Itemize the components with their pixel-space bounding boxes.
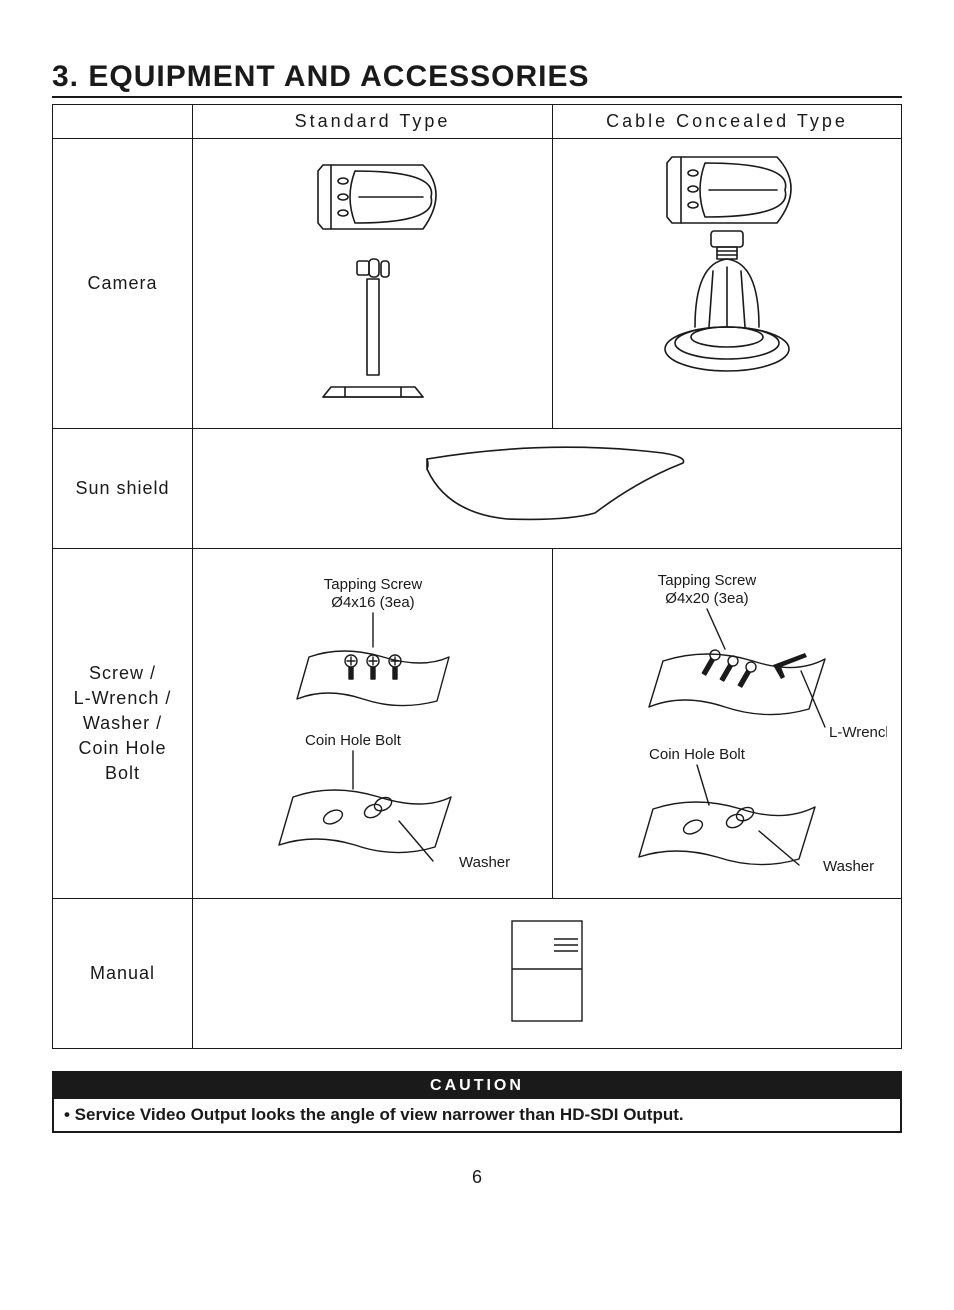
row-label-hardware-text: Screw /L-Wrench /Washer /Coin Hole Bolt — [61, 661, 184, 787]
hardware-standard-icon: Tapping Screw Ø4x16 (3ea) — [223, 561, 523, 886]
cell-manual — [193, 899, 902, 1049]
accessories-table: Standard Type Cable Concealed Type Camer… — [52, 104, 902, 1049]
page-number: 6 — [52, 1167, 902, 1188]
sunshield-icon — [387, 441, 707, 536]
tap-label-std: Tapping Screw — [323, 576, 422, 593]
header-standard: Standard Type — [193, 105, 553, 139]
cell-camera-concealed — [553, 139, 902, 429]
cell-hardware-concealed: Tapping Screw Ø4x20 (3ea) — [553, 549, 902, 899]
cell-sunshield — [193, 429, 902, 549]
row-label-manual: Manual — [53, 899, 193, 1049]
cell-hardware-standard: Tapping Screw Ø4x16 (3ea) — [193, 549, 553, 899]
coin-label-cc: Coin Hole Bolt — [649, 746, 746, 763]
table-header-row: Standard Type Cable Concealed Type — [53, 105, 902, 139]
camera-concealed-icon — [617, 151, 837, 416]
hardware-concealed-icon: Tapping Screw Ø4x20 (3ea) — [567, 561, 887, 886]
camera-standard-icon — [273, 151, 473, 416]
washer-label-std: Washer — [459, 854, 510, 871]
cell-camera-standard — [193, 139, 553, 429]
header-blank — [53, 105, 193, 139]
caution-body: • Service Video Output looks the angle o… — [54, 1099, 900, 1131]
row-label-hardware: Screw /L-Wrench /Washer /Coin Hole Bolt — [53, 549, 193, 899]
caution-title: CAUTION — [54, 1073, 900, 1099]
row-camera: Camera — [53, 139, 902, 429]
section-heading: 3. EQUIPMENT AND ACCESSORIES — [52, 60, 902, 98]
manual-icon — [492, 911, 602, 1036]
tap-spec-cc: Ø4x20 (3ea) — [665, 590, 748, 607]
washer-label-cc: Washer — [823, 858, 874, 875]
manual-page: 3. EQUIPMENT AND ACCESSORIES Standard Ty… — [0, 0, 954, 1310]
row-hardware: Screw /L-Wrench /Washer /Coin Hole Bolt … — [53, 549, 902, 899]
tap-label-cc: Tapping Screw — [658, 572, 757, 589]
tap-spec-std: Ø4x16 (3ea) — [331, 594, 414, 611]
header-concealed: Cable Concealed Type — [553, 105, 902, 139]
row-manual: Manual — [53, 899, 902, 1049]
row-sunshield: Sun shield — [53, 429, 902, 549]
caution-box: CAUTION • Service Video Output looks the… — [52, 1071, 902, 1133]
lwrench-label: L-Wrench — [829, 724, 887, 741]
coin-label-std: Coin Hole Bolt — [305, 732, 402, 749]
row-label-sunshield: Sun shield — [53, 429, 193, 549]
row-label-camera: Camera — [53, 139, 193, 429]
